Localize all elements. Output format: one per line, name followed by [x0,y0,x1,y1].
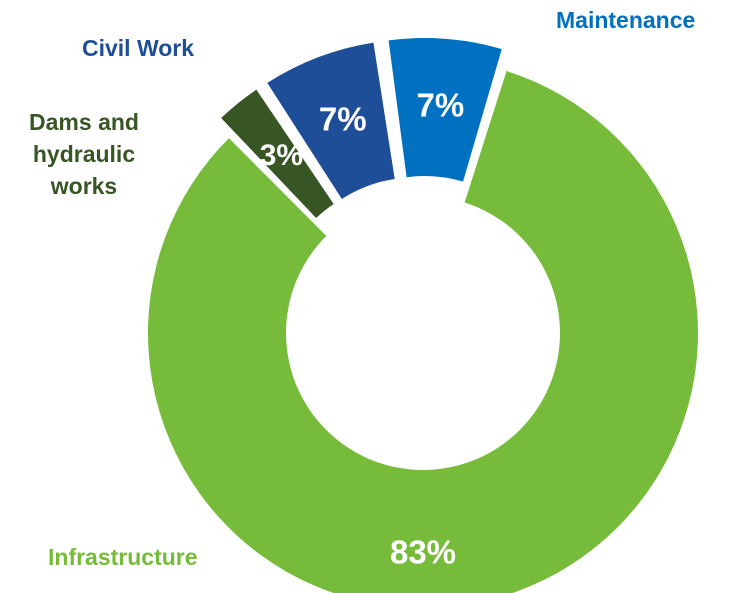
category-label-civil-work: Civil Work [82,35,195,61]
data-label-civil-work: 7% [319,100,367,137]
category-label-infrastructure: Infrastructure [48,544,198,570]
slice-civil-work [267,42,395,200]
slice-maintenance [388,38,502,182]
data-label-dams-and-hydraulic-works: 3% [260,139,303,172]
slice-infrastructure [148,70,698,593]
category-label-maintenance: Maintenance [556,7,696,33]
slice-dams-and-hydraulic-works [221,89,334,219]
data-label-infrastructure: 83% [390,534,456,571]
data-label-maintenance: 7% [416,86,464,123]
category-label-dams-hydraulic-works: Dams and hydraulic works [29,109,139,199]
